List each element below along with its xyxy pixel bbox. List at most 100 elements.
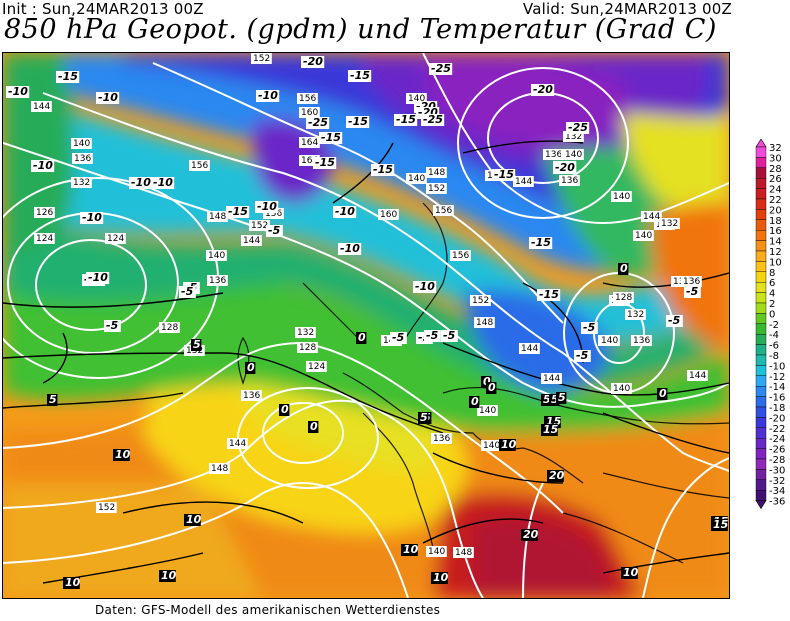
temperature-label: -15 (531, 236, 551, 249)
colorbar-label: 4 (769, 289, 775, 300)
geopotential-label: 156 (435, 206, 452, 216)
geopotential-label: 144 (689, 371, 706, 381)
geopotential-label: 148 (211, 464, 228, 474)
temperature-label: -5 (426, 329, 439, 342)
colorbar-label: 6 (769, 278, 775, 289)
colorbar-swatch (755, 157, 767, 168)
temperature-label: -15 (539, 288, 559, 301)
colorbar-label: 24 (769, 185, 782, 196)
colorbar-label: -32 (769, 476, 785, 487)
geopotential-label: 160 (380, 210, 397, 220)
geopotential-label: 140 (428, 547, 445, 557)
weather-map: 1521561601641641401401321361401441401361… (2, 52, 730, 599)
geopotential-label: 140 (73, 139, 90, 149)
geopotential-label: 144 (515, 177, 532, 187)
colorbar-top-arrow (755, 138, 767, 148)
colorbar-label: -18 (769, 403, 785, 414)
colorbar-label: -24 (769, 434, 785, 445)
geopotential-label: 136 (209, 276, 226, 286)
temperature-label: -15 (228, 205, 248, 218)
temperature-label: 5 (543, 393, 551, 406)
geopotential-label: 156 (265, 209, 282, 219)
temperature-label: -25 (568, 121, 588, 134)
temperature-label: 5 (551, 393, 559, 406)
temperature-label: 5 (193, 338, 201, 351)
geopotential-label: 124 (107, 234, 124, 244)
geopotential-label: 140 (408, 94, 425, 104)
temperature-label: -15 (396, 113, 416, 126)
colorbar-swatch (755, 375, 767, 387)
colorbar-swatch (755, 261, 767, 273)
geopotential-label: 164 (301, 156, 318, 166)
temperature-label: 15 (543, 423, 559, 436)
colorbar-label: -20 (769, 413, 785, 424)
geopotential-label: 152 (428, 184, 445, 194)
temperature-label: 10 (403, 543, 419, 556)
geopotential-label: 140 (208, 251, 225, 261)
temperature-label: -10 (257, 200, 277, 213)
geopotential-label: 140 (479, 406, 496, 416)
colorbar-label: -2 (769, 320, 779, 331)
geopotential-label: 128 (299, 343, 316, 353)
geopotential-label: 126 (36, 208, 53, 218)
geopotential-label: 144 (643, 212, 660, 222)
colorbar-swatch (755, 219, 767, 231)
geopotential-label: 148 (209, 212, 226, 222)
colorbar-label: -16 (769, 393, 785, 404)
colorbar-label: 14 (769, 237, 782, 248)
colorbar-label: -6 (769, 341, 779, 352)
temperature-label: 10 (65, 576, 81, 589)
geopotential-label: 140 (601, 336, 618, 346)
colorbar-swatch (755, 198, 767, 210)
temperature-label: -10 (88, 271, 108, 284)
temperature-label: -10 (335, 205, 355, 218)
colorbar-label: -8 (769, 351, 779, 362)
colorbar-swatch (755, 479, 767, 491)
colorbar-label: 0 (769, 309, 775, 320)
temperature-label: -10 (82, 211, 102, 224)
colorbar-label: -12 (769, 372, 785, 383)
geopotential-label: 152 (98, 503, 115, 513)
temperature-isolines (3, 140, 729, 584)
colorbar-label: 8 (769, 268, 775, 279)
geopotential-label: 124 (36, 234, 53, 244)
colorbar-label: -10 (769, 361, 785, 372)
temperature-label: -15 (348, 115, 368, 128)
temperature-label: -25 (308, 116, 328, 129)
temperature-label: -15 (373, 163, 393, 176)
temperature-label: -5 (443, 329, 456, 342)
colorbar-swatch (755, 209, 767, 221)
geopotential-label: 136 (74, 154, 91, 164)
colorbar-swatch (755, 406, 767, 418)
colorbar-swatch (755, 344, 767, 356)
geopotential-label: 132 (297, 328, 314, 338)
temperature-label: -10 (98, 91, 118, 104)
temperature-label: -5 (576, 349, 589, 362)
colorbar-swatch (755, 302, 767, 314)
temperature-label: -15 (350, 69, 370, 82)
colorbar-label: 16 (769, 226, 782, 237)
colorbar-swatch (755, 427, 767, 439)
data-source-footer: Daten: GFS-Modell des amerikanischen Wet… (95, 603, 441, 617)
temperature-label: -5 (392, 331, 405, 344)
temperature-label: -10 (340, 242, 360, 255)
geopotential-label: 140 (613, 192, 630, 202)
geopotential-label: 156 (191, 161, 208, 171)
geopotential-label: 140 (613, 384, 630, 394)
geopotential-label: 136 (683, 277, 700, 287)
geopotential-label: 132 (627, 310, 644, 320)
page-title: 850 hPa Geopot. (gpdm) und Temperatur (G… (4, 14, 717, 45)
temperature-label: 0 (483, 375, 491, 388)
geopotential-label: 136 (545, 150, 562, 160)
geopotential-label: 136 (243, 391, 260, 401)
geopotential-label: 160 (301, 108, 318, 118)
temperature-label: 0 (471, 395, 479, 408)
valid-time: Valid: Sun,24MAR2013 00Z (522, 0, 732, 18)
temperature-label: -20 (303, 55, 323, 68)
temperature-label: 15 (713, 518, 729, 531)
colorbar-swatch (755, 313, 767, 324)
geopotential-label: 140 (483, 441, 500, 451)
colorbar-swatch (755, 178, 767, 189)
colorbar-swatch (755, 458, 767, 470)
temperature-label: -20 (533, 83, 553, 96)
